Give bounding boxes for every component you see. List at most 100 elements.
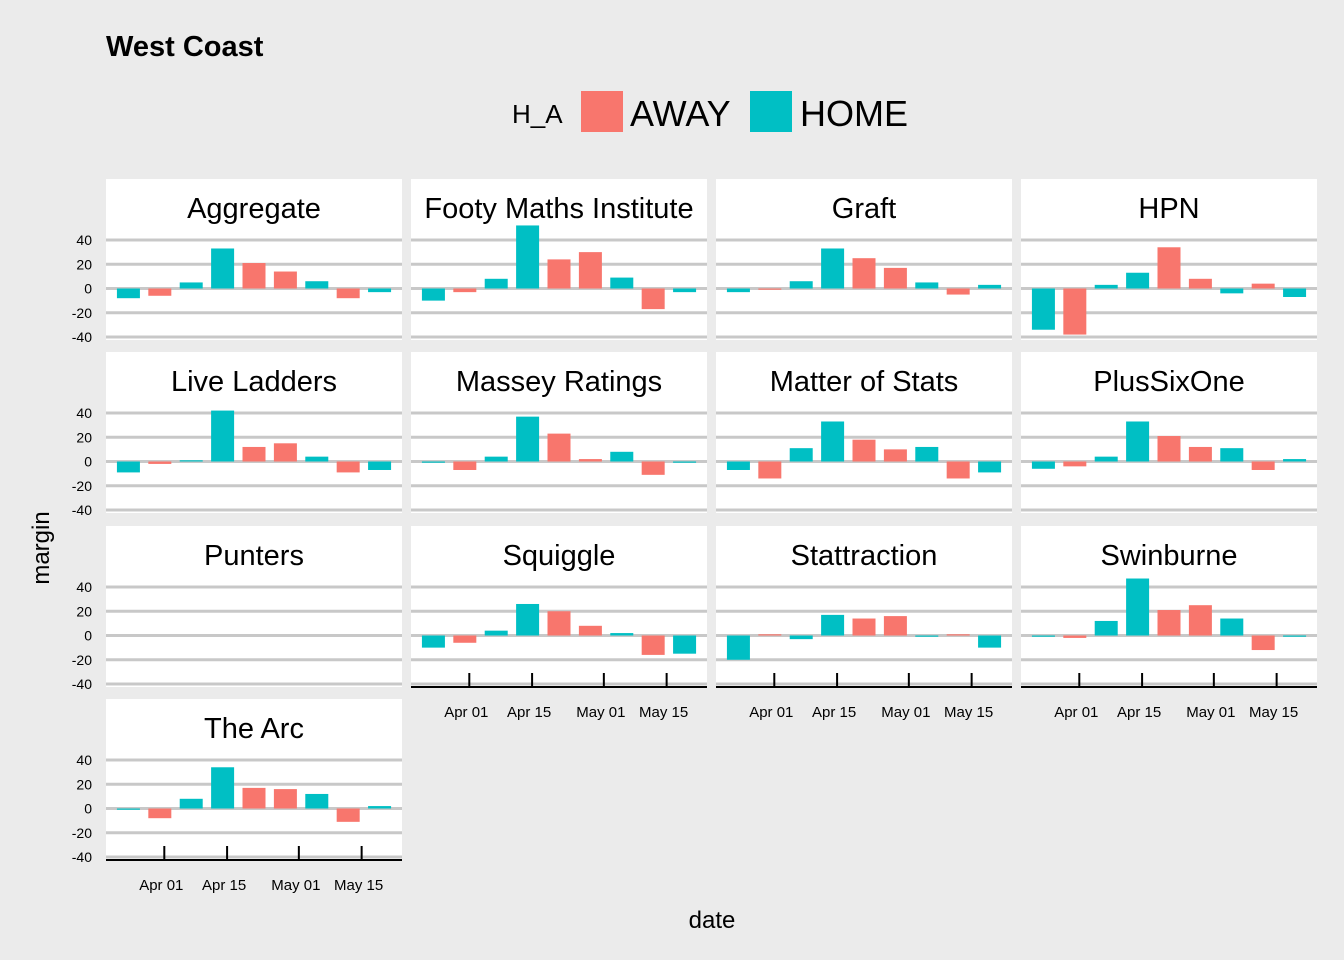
bar-home bbox=[1283, 288, 1307, 297]
bar-away bbox=[1188, 605, 1212, 636]
y-tick-label: 40 bbox=[76, 579, 92, 595]
bar-home bbox=[516, 603, 540, 636]
bar-away bbox=[1157, 247, 1181, 289]
bar-away bbox=[1063, 461, 1087, 467]
x-tick-label: May 01 bbox=[881, 704, 930, 721]
bar-away bbox=[336, 461, 360, 473]
facet-live-ladders: Live Ladders 40 20 0 -20 -40 bbox=[72, 352, 402, 518]
bar-home bbox=[1220, 448, 1244, 462]
bar-away bbox=[852, 439, 876, 462]
y-tick-label: 40 bbox=[76, 405, 92, 421]
bar-home bbox=[1220, 288, 1244, 294]
bar-home bbox=[915, 635, 939, 637]
y-tick-label: -20 bbox=[72, 825, 92, 841]
facet-strip bbox=[411, 526, 707, 580]
bar-home bbox=[116, 808, 140, 810]
bar-away bbox=[578, 625, 602, 636]
y-tick-label: -20 bbox=[72, 652, 92, 668]
bar-away bbox=[1188, 278, 1212, 289]
bar-away bbox=[273, 271, 297, 289]
x-tick-label: May 01 bbox=[1186, 704, 1235, 721]
bar-away bbox=[273, 789, 297, 809]
bar-away bbox=[946, 634, 970, 636]
bar-home bbox=[915, 446, 939, 462]
chart-title: West Coast bbox=[106, 31, 264, 63]
facet-strip bbox=[716, 352, 1012, 406]
bar-away bbox=[1157, 610, 1181, 636]
bar-home bbox=[421, 635, 445, 648]
bar-home bbox=[421, 461, 445, 463]
bar-home bbox=[821, 421, 845, 462]
x-tick-label: May 15 bbox=[334, 877, 383, 894]
bar-home bbox=[211, 248, 235, 289]
bar-home bbox=[673, 635, 697, 654]
facet-strip bbox=[1021, 352, 1317, 406]
x-tick-label: May 15 bbox=[1249, 704, 1298, 721]
bar-home bbox=[484, 278, 508, 289]
facet-strip bbox=[106, 526, 402, 580]
y-tick-label: 20 bbox=[76, 776, 92, 792]
bar-home bbox=[789, 448, 813, 462]
facet-strip bbox=[411, 352, 707, 406]
facet-label: Footy Maths Institute bbox=[424, 193, 693, 225]
bar-home bbox=[1126, 421, 1150, 462]
y-tick-label: -40 bbox=[72, 676, 92, 692]
bar-away bbox=[242, 446, 266, 462]
y-tick-label: 20 bbox=[76, 603, 92, 619]
bar-home bbox=[1126, 578, 1150, 636]
bar-away bbox=[453, 288, 477, 293]
facet-label: Squiggle bbox=[503, 540, 616, 572]
bar-away bbox=[1063, 288, 1087, 335]
facet-squiggle: Squiggle Apr 01 Apr 15 May 01 May 15 bbox=[411, 526, 707, 721]
bar-away bbox=[242, 787, 266, 809]
x-tick-label: Apr 01 bbox=[749, 704, 793, 721]
y-tick-label: 0 bbox=[84, 281, 92, 297]
bar-away bbox=[641, 288, 665, 310]
bar-home bbox=[1094, 620, 1118, 636]
bar-away bbox=[453, 635, 477, 643]
x-tick-label: Apr 15 bbox=[202, 877, 246, 894]
facet-panel bbox=[106, 580, 402, 687]
y-axis-title: margin bbox=[28, 511, 55, 584]
bar-away bbox=[758, 634, 782, 636]
bar-away bbox=[758, 461, 782, 479]
facet-label: Massey Ratings bbox=[456, 366, 662, 398]
x-tick-label: May 01 bbox=[576, 704, 625, 721]
bar-home bbox=[305, 456, 329, 462]
bar-home bbox=[978, 635, 1002, 648]
y-tick-label: 0 bbox=[84, 454, 92, 470]
facet-the-arc: The Arc 40 20 0 -20 -40 Apr 01 Apr 15 May 01 May … bbox=[72, 699, 402, 894]
x-tick-label: Apr 15 bbox=[507, 704, 551, 721]
facet-label: Live Ladders bbox=[171, 366, 337, 398]
bar-away bbox=[1188, 446, 1212, 462]
facet-strip bbox=[106, 699, 402, 753]
bar-away bbox=[852, 258, 876, 289]
facet-massey-ratings: Massey Ratings bbox=[411, 352, 707, 513]
bar-away bbox=[578, 459, 602, 462]
facet-swinburne: Swinburne Apr 01 Apr 15 May 01 May 15 bbox=[1021, 526, 1317, 721]
legend: H_A AWAY HOME bbox=[512, 91, 908, 134]
bar-home bbox=[1126, 272, 1150, 289]
facet-strip bbox=[716, 526, 1012, 580]
bar-home bbox=[789, 281, 813, 289]
bar-away bbox=[758, 288, 782, 290]
bar-away bbox=[1063, 635, 1087, 638]
bar-home bbox=[1031, 461, 1055, 469]
bar-home bbox=[978, 461, 1002, 473]
bar-home bbox=[610, 633, 634, 636]
bar-home bbox=[516, 225, 540, 289]
bar-home bbox=[305, 281, 329, 289]
bar-away bbox=[578, 252, 602, 289]
bar-away bbox=[852, 618, 876, 636]
bar-home bbox=[368, 806, 392, 809]
bar-home bbox=[726, 288, 750, 293]
y-tick-label: -20 bbox=[72, 478, 92, 494]
x-tick-label: Apr 01 bbox=[444, 704, 488, 721]
y-tick-label: 40 bbox=[76, 752, 92, 768]
bar-home bbox=[305, 793, 329, 809]
x-tick-label: May 15 bbox=[944, 704, 993, 721]
bar-home bbox=[1031, 288, 1055, 330]
facet-stattraction: Stattraction Apr 01 Apr 15 May 01 May 15 bbox=[716, 526, 1012, 721]
bar-away bbox=[946, 461, 970, 479]
